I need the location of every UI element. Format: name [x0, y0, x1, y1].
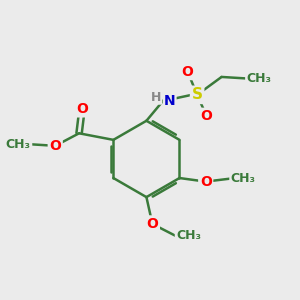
Text: CH₃: CH₃ [231, 172, 256, 185]
Text: O: O [146, 217, 158, 231]
Text: CH₃: CH₃ [176, 230, 201, 242]
Text: O: O [49, 139, 61, 153]
Text: O: O [200, 175, 212, 189]
Text: H: H [151, 91, 161, 104]
Text: S: S [192, 87, 203, 102]
Text: CH₃: CH₃ [247, 72, 272, 85]
Text: O: O [182, 64, 194, 79]
Text: N: N [164, 94, 176, 108]
Text: O: O [201, 109, 213, 123]
Text: CH₃: CH₃ [6, 138, 31, 151]
Text: O: O [76, 102, 88, 116]
